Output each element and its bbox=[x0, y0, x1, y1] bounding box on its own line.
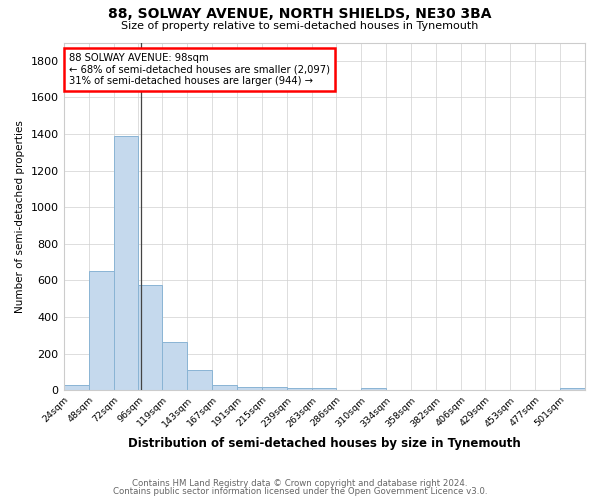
X-axis label: Distribution of semi-detached houses by size in Tynemouth: Distribution of semi-detached houses by … bbox=[128, 437, 521, 450]
Text: 88, SOLWAY AVENUE, NORTH SHIELDS, NE30 3BA: 88, SOLWAY AVENUE, NORTH SHIELDS, NE30 3… bbox=[108, 8, 492, 22]
Bar bbox=[262, 388, 287, 390]
Text: Contains public sector information licensed under the Open Government Licence v3: Contains public sector information licen… bbox=[113, 487, 487, 496]
Bar bbox=[64, 384, 89, 390]
Bar bbox=[361, 388, 386, 390]
Text: Size of property relative to semi-detached houses in Tynemouth: Size of property relative to semi-detach… bbox=[121, 21, 479, 31]
Bar bbox=[287, 388, 313, 390]
Bar bbox=[212, 384, 238, 390]
Bar bbox=[163, 342, 187, 390]
Bar bbox=[560, 388, 585, 390]
Bar bbox=[113, 136, 139, 390]
Bar bbox=[187, 370, 212, 390]
Text: Contains HM Land Registry data © Crown copyright and database right 2024.: Contains HM Land Registry data © Crown c… bbox=[132, 478, 468, 488]
Y-axis label: Number of semi-detached properties: Number of semi-detached properties bbox=[15, 120, 25, 313]
Bar bbox=[238, 386, 262, 390]
Bar bbox=[313, 388, 336, 390]
Bar bbox=[139, 285, 163, 390]
Bar bbox=[89, 272, 113, 390]
Text: 88 SOLWAY AVENUE: 98sqm
← 68% of semi-detached houses are smaller (2,097)
31% of: 88 SOLWAY AVENUE: 98sqm ← 68% of semi-de… bbox=[69, 53, 330, 86]
